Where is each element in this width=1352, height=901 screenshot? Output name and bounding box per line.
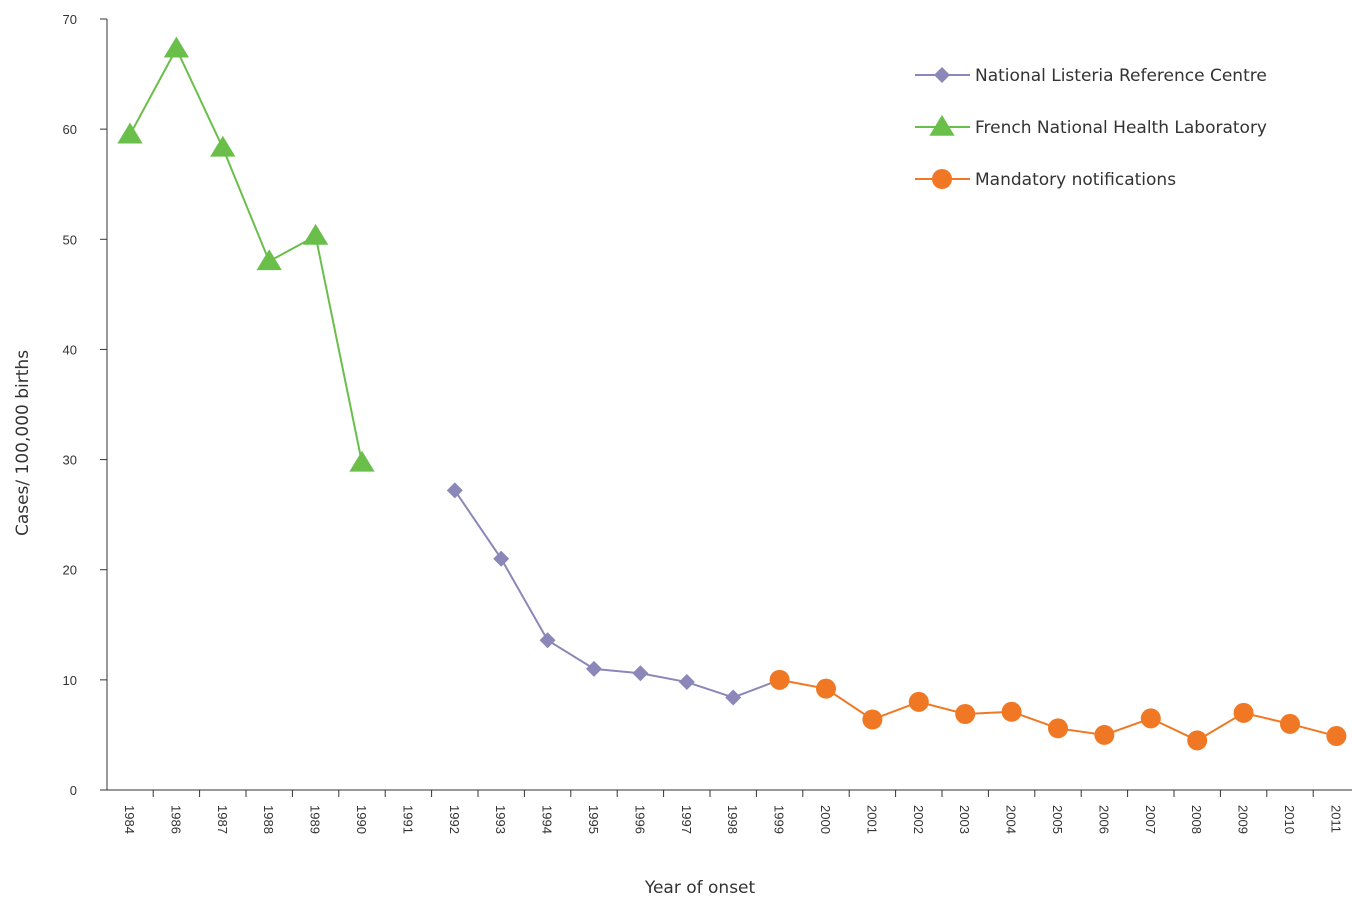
data-point — [816, 678, 836, 699]
x-tick-label: 1997 — [679, 805, 694, 834]
x-tick-label: 2009 — [1236, 805, 1251, 834]
data-point — [769, 669, 790, 690]
series-2 — [117, 36, 375, 472]
data-point — [1094, 724, 1115, 745]
data-point — [678, 674, 695, 691]
data-point — [210, 135, 236, 157]
x-tick-label: 1995 — [586, 805, 601, 834]
x-tick-label: 1994 — [540, 805, 555, 834]
legend-entry: French National Health Laboratory — [915, 114, 1267, 138]
y-tick-label: 20 — [63, 563, 77, 578]
x-tick-label: 1984 — [122, 805, 137, 834]
x-tick-label: 2006 — [1096, 805, 1111, 834]
series-layer — [117, 36, 1347, 751]
x-tick-label: 2000 — [818, 805, 833, 834]
data-point — [1048, 718, 1068, 739]
data-point — [446, 482, 463, 499]
data-point — [1001, 701, 1022, 722]
legend-marker — [932, 169, 952, 189]
x-tick-label: 1999 — [772, 805, 787, 834]
axes: 0 10 20 30 40 50 60 70 1984 1986 1987 1988 1989 1990 1… — [63, 12, 1352, 834]
x-tick-label: 2002 — [911, 805, 926, 834]
x-tick-label: 1988 — [261, 805, 276, 834]
y-tick-label: 70 — [63, 12, 77, 27]
legend-marker — [934, 67, 950, 83]
legend-label: Mandatory notifications — [975, 170, 1176, 190]
x-tick-label: 1992 — [447, 805, 462, 834]
x-tick-label: 1998 — [725, 805, 740, 834]
legend-entry: Mandatory notifications — [915, 169, 1176, 190]
y-tick-label: 50 — [63, 232, 77, 247]
x-tick-label: 2008 — [1189, 805, 1204, 834]
data-point — [117, 122, 143, 144]
x-tick-label: 2004 — [1004, 805, 1019, 834]
x-tick-label: 2003 — [957, 805, 972, 834]
data-point — [1326, 726, 1347, 747]
y-tick-label: 10 — [63, 673, 77, 688]
x-tick-label: 1993 — [493, 805, 508, 834]
y-tick-label: 40 — [63, 342, 77, 357]
x-tick-label: 1991 — [400, 805, 415, 834]
series-line — [129, 46, 363, 464]
data-point — [632, 665, 649, 682]
data-point — [1233, 702, 1254, 723]
data-point — [302, 223, 329, 245]
legend-label: National Listeria Reference Centre — [975, 66, 1267, 86]
data-point — [256, 249, 282, 271]
y-axis-title: Cases/ 100,000 births — [13, 350, 33, 536]
y-tick-label: 0 — [70, 783, 77, 798]
x-tick-label: 1990 — [354, 805, 369, 834]
series-3 — [769, 669, 1347, 751]
legend-entry: National Listeria Reference Centre — [915, 66, 1267, 86]
x-tick-label: 2010 — [1282, 805, 1297, 834]
x-tick-label: 1996 — [632, 805, 647, 834]
data-point — [1280, 713, 1300, 734]
x-axis-title: Year of onset — [644, 878, 756, 898]
x-tick-label: 1986 — [168, 805, 183, 834]
series-line — [453, 489, 780, 699]
y-tick-label: 30 — [63, 453, 77, 468]
legend: National Listeria Reference Centre French… — [915, 66, 1267, 190]
x-tick-label: 2007 — [1143, 805, 1158, 834]
data-point — [349, 450, 375, 472]
data-point — [955, 704, 976, 725]
data-point — [1187, 730, 1208, 751]
y-tick-label: 60 — [63, 122, 77, 137]
x-tick-label: 2011 — [1328, 805, 1343, 833]
series-1 — [446, 482, 788, 706]
x-tick-label: 2001 — [864, 805, 879, 834]
data-point — [163, 36, 190, 58]
x-tick-label: 1989 — [308, 805, 323, 834]
data-point — [908, 691, 929, 712]
x-tick-label: 1987 — [215, 805, 230, 834]
data-point — [586, 660, 602, 677]
data-point — [862, 709, 883, 730]
legend-label: French National Health Laboratory — [975, 118, 1267, 138]
x-tick-label: 2005 — [1050, 805, 1065, 834]
data-point — [493, 550, 510, 567]
data-point — [725, 689, 742, 706]
data-point — [539, 632, 556, 649]
legend-marker — [929, 114, 955, 136]
data-point — [1140, 708, 1161, 729]
